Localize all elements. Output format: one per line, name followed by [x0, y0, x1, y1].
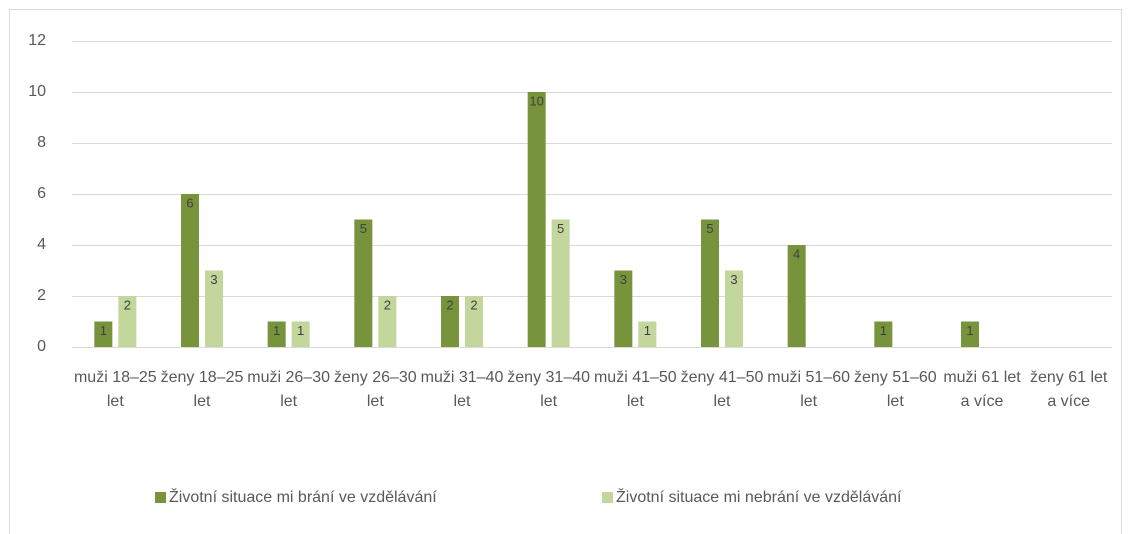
- bar: [118, 296, 137, 347]
- data-label: 2: [470, 297, 477, 312]
- legend-swatch: [155, 492, 166, 503]
- bar: [465, 296, 483, 347]
- bar: [378, 296, 397, 347]
- x-tick-label: ženy 31–40 let: [507, 369, 591, 410]
- x-tick-label: muži 51–60 let: [767, 369, 851, 410]
- data-label: 10: [529, 93, 543, 108]
- data-label: 3: [730, 272, 737, 287]
- x-tick-label: ženy 26–30 let: [333, 369, 417, 410]
- bar: [701, 219, 719, 347]
- x-tick-label: ženy 41–50 let: [680, 369, 764, 410]
- x-tick-label: ženy 51–60 let: [853, 369, 937, 410]
- data-label: 4: [793, 246, 800, 261]
- data-label: 2: [124, 297, 131, 312]
- y-tick-label: 8: [37, 134, 46, 151]
- data-label: 1: [100, 323, 107, 338]
- data-label: 2: [446, 297, 453, 312]
- bar: [787, 245, 806, 347]
- legend-swatch: [602, 492, 613, 503]
- x-tick-label: muži 61 let a více: [943, 369, 1021, 410]
- bar: [638, 321, 657, 347]
- x-tick-label: muži 18–25 let: [73, 369, 157, 410]
- data-label: 5: [706, 221, 713, 236]
- data-label: 1: [880, 323, 887, 338]
- data-label: 5: [557, 221, 564, 236]
- x-tick-label: ženy 18–25 let: [160, 369, 244, 410]
- data-label: 2: [384, 297, 391, 312]
- y-tick-label: 0: [37, 338, 46, 355]
- data-label: 1: [273, 323, 280, 338]
- chart-border: [9, 9, 1122, 534]
- x-tick-label: muži 31–40 let: [420, 369, 504, 410]
- y-tick-label: 4: [37, 236, 46, 253]
- y-tick-label: 6: [37, 185, 46, 202]
- bar: [551, 219, 570, 347]
- data-label: 1: [966, 323, 973, 338]
- x-tick-label: ženy 61 let a více: [1029, 369, 1108, 410]
- data-label: 3: [620, 272, 627, 287]
- bar: [267, 321, 286, 347]
- data-label: 1: [644, 323, 651, 338]
- data-label: 6: [186, 195, 193, 210]
- bar: [354, 219, 373, 347]
- y-tick-label: 2: [37, 287, 46, 304]
- bar: [725, 270, 743, 347]
- legend-label: Životní situace mi nebrání ve vzdělávání: [616, 487, 902, 506]
- x-tick-label: muži 26–30 let: [247, 369, 331, 410]
- bar: [181, 194, 199, 347]
- data-label: 5: [360, 221, 367, 236]
- x-tick-label: muži 41–50 let: [593, 369, 677, 410]
- data-label: 1: [297, 323, 304, 338]
- bar: [874, 321, 893, 347]
- bar: [94, 321, 113, 347]
- bar: [527, 92, 546, 347]
- bar: [614, 270, 633, 347]
- bar: [441, 296, 459, 347]
- bar: [291, 321, 310, 347]
- data-label: 3: [210, 272, 217, 287]
- bar: [205, 270, 223, 347]
- bar: [961, 321, 979, 347]
- legend-label: Životní situace mi brání ve vzdělávání: [169, 487, 437, 506]
- y-tick-label: 12: [28, 32, 46, 49]
- y-tick-label: 10: [28, 83, 46, 100]
